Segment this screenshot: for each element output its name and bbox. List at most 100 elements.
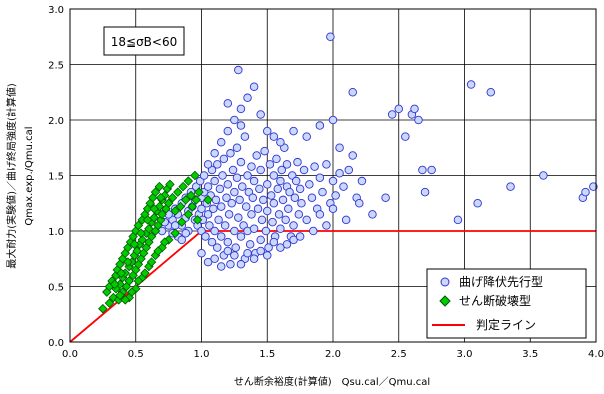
flexure-point — [218, 171, 227, 180]
flexure-point — [256, 165, 265, 175]
flexure-point — [466, 80, 476, 89]
flexure-point — [213, 243, 222, 252]
flexure-point — [241, 202, 251, 211]
flexure-point — [305, 180, 314, 189]
shear-point — [146, 257, 157, 267]
flexure-point — [247, 210, 256, 219]
flexure-point — [335, 169, 344, 178]
legend-frame — [426, 268, 587, 339]
shear-point — [194, 187, 204, 197]
flexure-point — [289, 235, 298, 245]
shear-point — [149, 204, 159, 214]
shear-point — [191, 195, 202, 205]
flexure-point — [331, 191, 340, 200]
flexure-point — [453, 215, 463, 225]
y-tick-label: 3.0 — [48, 5, 64, 16]
flexure-point — [299, 165, 309, 175]
flexure-point — [216, 202, 226, 211]
flexure-point — [243, 93, 252, 103]
flexure-point — [276, 224, 285, 234]
shear-point — [155, 192, 166, 203]
shear-point — [180, 195, 191, 205]
flexure-point — [232, 143, 242, 152]
flexure-point — [269, 237, 279, 247]
flexure-point — [282, 240, 292, 249]
shear-series-layer — [98, 170, 213, 314]
flexure-point — [231, 243, 240, 252]
flexure-point — [230, 226, 239, 236]
flexure-point — [223, 126, 233, 136]
shear-point — [159, 237, 170, 247]
shear-point — [109, 279, 120, 290]
flexure-point — [255, 184, 264, 194]
flexure-point — [381, 193, 390, 202]
flexure-point — [205, 221, 214, 230]
flexure-point — [263, 251, 272, 260]
flexure-point — [261, 226, 271, 236]
flexure-point — [357, 176, 367, 186]
flexure-point — [297, 198, 306, 208]
shear-point — [186, 190, 196, 201]
flexure-point — [276, 137, 285, 147]
plot-area-border — [69, 8, 597, 343]
shear-point — [127, 287, 137, 297]
flexure-point — [199, 171, 209, 180]
flexure-point — [260, 146, 269, 156]
annotation-text: 18≦σB<60 — [111, 35, 178, 49]
flexure-point — [269, 132, 279, 141]
shear-point — [153, 246, 163, 256]
x-tick-label: 2.5 — [391, 349, 407, 360]
flexure-point — [295, 184, 305, 194]
flexure-point — [263, 126, 272, 136]
flexure-point — [223, 237, 233, 247]
legend-label-flexure: 曲げ降伏先行型 — [459, 275, 543, 289]
flexure-point — [263, 206, 272, 216]
flexure-point — [293, 157, 302, 167]
flexure-point — [256, 110, 265, 119]
legend: 曲げ降伏先行型 せん断破壊型 判定ライン — [426, 268, 587, 339]
flexure-point — [203, 257, 213, 267]
flexure-point — [236, 121, 246, 130]
flexure-point — [243, 248, 252, 258]
legend-label-shear: せん断破壊型 — [459, 293, 531, 308]
shear-point — [130, 283, 141, 294]
flexure-point — [210, 226, 219, 236]
shear-point — [140, 268, 150, 278]
flexure-point — [328, 115, 338, 125]
flexure-point — [322, 221, 331, 230]
x-tick-labels: 0.0 0.5 1.0 1.5 2.0 2.5 3.0 3.5 4.0 — [62, 349, 604, 360]
shear-point — [154, 181, 165, 192]
flexure-point — [253, 204, 263, 214]
flexure-point — [272, 154, 281, 164]
flexure-point — [219, 154, 229, 164]
flexure-point — [236, 232, 246, 241]
flexure-point — [310, 162, 319, 171]
flexure-point — [309, 226, 318, 236]
flexure-point — [228, 165, 238, 175]
flexure-point — [223, 246, 233, 256]
flexure-point — [473, 198, 482, 208]
flexure-point — [213, 160, 222, 169]
flexure-point — [269, 198, 279, 208]
flexure-point — [289, 126, 298, 136]
flexure-point — [401, 132, 410, 141]
shear-point — [150, 187, 161, 197]
flexure-point — [284, 204, 293, 214]
shear-point — [170, 206, 180, 216]
y-tick-label: 0.0 — [48, 338, 64, 349]
flexure-point — [282, 160, 292, 169]
flexure-point — [418, 165, 427, 175]
flexure-point — [236, 104, 246, 114]
flexure-point — [268, 217, 277, 227]
flexure-point — [294, 210, 304, 219]
x-tick-label: 4.0 — [588, 349, 604, 360]
flexure-point — [216, 137, 226, 147]
flexure-point — [256, 246, 265, 256]
flexure-point — [394, 104, 404, 114]
flexure-point — [326, 32, 335, 42]
flexure-point — [197, 248, 206, 258]
legend-label-judgement: 判定ライン — [476, 317, 536, 332]
flexure-point — [341, 215, 351, 225]
flexure-point — [368, 210, 377, 219]
flexure-point — [252, 151, 261, 160]
